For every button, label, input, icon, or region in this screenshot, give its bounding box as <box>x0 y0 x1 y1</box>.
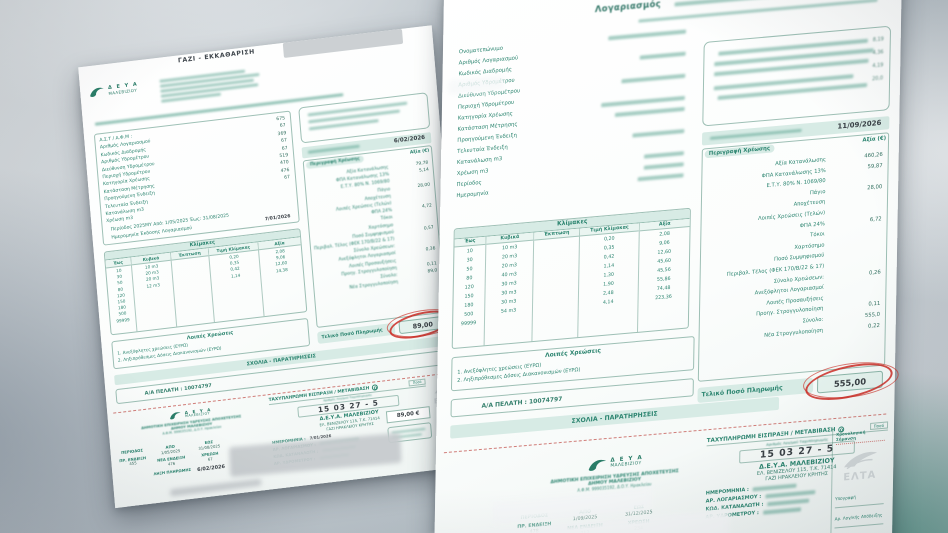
col-body-axia: 2,08 9,06 12,60 14,38 <box>275 248 288 274</box>
col-body-kyvika: 10 m3 20 m3 20 m3 12 m3 <box>144 263 161 289</box>
stub-due-date: 6/02/2026 <box>196 463 226 474</box>
charges-values: 79,78 5,14 28,00 4,72 0,57 0,36 0,11 89,… <box>415 160 438 275</box>
bill-heading: Λογαριασμός <box>594 0 662 16</box>
receipt-field: Αρ. Λογ/κής Απόδειξης <box>834 512 884 529</box>
bill-right: Λογαριασμός Ονοματεπώνυμο Αριθμός Λογαρι… <box>429 0 903 533</box>
box-numbers: 8,19 4,36 4,19 20,0 <box>871 36 884 83</box>
info-values-redacted <box>457 25 694 182</box>
stub-company: Δ Ε Υ Α ΜΑΛΕΒΙΖΙΟΥ ΔΗΜΟΤΙΚΗ ΕΠΙΧΕΙΡΗΣΗ ΥΔ… <box>517 448 700 533</box>
elta-logo: ΕΛΤΑ <box>835 449 884 484</box>
col-body-timi: 0,20 0,35 0,42 1,14 <box>229 253 241 279</box>
info-labels: Α.Σ.Τ / Α.Φ.Μ : Αριθμός Λογαριασμού Κωδι… <box>99 134 156 225</box>
due-date: 11/09/2026 <box>837 118 882 131</box>
col-body-eos: 10 30 50 80 120 150 180 500 99999 <box>460 248 477 328</box>
stamp-label: Χρονολογική Σήμανση <box>835 427 886 446</box>
blur-block <box>169 478 262 497</box>
charge-value: 67 <box>207 456 213 462</box>
logo-sub: ΜΑΛΕΒΙΖΙΟΥ <box>610 461 642 469</box>
charges-header-desc: Περιγραφή Χρέωσης <box>704 144 775 159</box>
charges-panel: Περιγραφή Χρέωσης Αξία (€) Αξία Κατανάλω… <box>697 132 890 382</box>
bill-left: ΓΑΖΙ - ΕΚΚΑΘΑΡΙΣΗ Δ Ε Υ Α ΜΑΛΕΒΙΖΙΟΥ Α.Σ… <box>78 25 469 509</box>
deya-swan-icon <box>170 412 182 420</box>
redacted-header-box <box>282 28 404 58</box>
prev-value: 455 <box>129 460 137 467</box>
elta-wing-icon <box>843 452 877 470</box>
scales-table: Κλίμακες Έως 10 30 50 80 120 150 180 500 … <box>451 207 691 350</box>
scales-table: Κλίμακες Έως 10 30 50 80 120 150 180 500 … <box>103 228 308 336</box>
deya-swan-icon <box>588 459 606 471</box>
recipient-box: 8,19 4,36 4,19 20,0 <box>702 25 892 127</box>
info-labels: Ονοματεπώνυμο Αριθμός Λογαριασμού Κωδικό… <box>456 45 521 200</box>
poso-cell: Ποσό <box>408 378 426 387</box>
charges-values: 460,26 59,87 28,00 6,72 0,26 0,11 555,0 … <box>864 151 883 330</box>
period-grid: ΠΕΡΙΟΔΟΣ ΠΡ. ΕΝΔΕΙΞΗ 455 ΑΠΟ 1/05/2025 ΝΕΑ… <box>118 439 225 483</box>
charges-labels: Αξία Κατανάλωσης ΦΠΑ Κατανάλωσης 13% Ε.Τ… <box>726 156 827 339</box>
stamp-panel: Χρονολογική Σήμανση ΕΛΤΑ Υπογραφή Αρ. Λο… <box>830 425 889 533</box>
charges-header-value: Αξία (€) <box>409 148 430 156</box>
charges-header-value: Αξία (€) <box>862 135 887 144</box>
new-value: 476 <box>167 460 176 467</box>
col-body-timi: 0,20 0,35 0,42 1,14 1,30 1,90 2,48 4,14 <box>602 236 615 306</box>
issue-date: 7/01/2026 <box>264 214 291 223</box>
stamp-circle-icon: Ο <box>372 384 379 391</box>
elta-text: ΕΛΤΑ <box>843 469 877 484</box>
charges-header-desc: Περιγραφή Χρέωσης <box>305 155 365 170</box>
col-body-axia: 2,08 9,06 12,60 45,60 45,56 55,86 74,48 … <box>655 231 672 302</box>
info-values: 675 67 369 67 67 519 470 476 67 <box>276 116 292 196</box>
due-label: ΛΗΞΗ ΠΛΗΡΩΜΗΣ <box>153 466 192 477</box>
deya-swan-icon <box>90 87 104 97</box>
from-value: 1/05/2025 <box>160 447 181 456</box>
deya-logo: Δ Ε Υ Α ΜΑΛΕΒΙΖΙΟΥ <box>88 80 139 100</box>
due-date: 6/02/2026 <box>393 134 426 145</box>
signature-field: Υπογραφή <box>834 492 884 509</box>
stub-company: Δ Ε Υ Α ΜΑΛΕΒΙΖΙΟΥ ΔΗΜΟΤΙΚΗ ΕΠΙΧΕΙΡΗΣΗ ΥΔ… <box>116 400 267 476</box>
charges-panel: Περιγραφή Χρέωσης Αξία (€) Αξία Κατανάλω… <box>302 145 446 328</box>
blur-block <box>229 432 402 478</box>
doc-title: ΓΑΖΙ - ΕΚΚΑΘΑΡΙΣΗ <box>177 48 256 65</box>
info-panel: Α.Σ.Τ / Α.Φ.Μ : Αριθμός Λογαριασμού Κωδι… <box>93 110 300 246</box>
col-body-eos: 10 30 50 80 120 150 180 500 99999 <box>115 267 130 324</box>
period-label: ΠΕΡΙΟΔΟΣ <box>120 447 144 455</box>
col-body-kyvika: 10 m3 20 m3 20 m3 40 m3 30 m3 30 m3 30 m… <box>500 245 518 315</box>
charges-labels: Αξία Κατανάλωσης ΦΠΑ Κατανάλωσης 13% Ε.Τ… <box>313 165 399 292</box>
info-panel: Ονοματεπώνυμο Αριθμός Λογαριασμού Κωδικό… <box>454 25 694 217</box>
